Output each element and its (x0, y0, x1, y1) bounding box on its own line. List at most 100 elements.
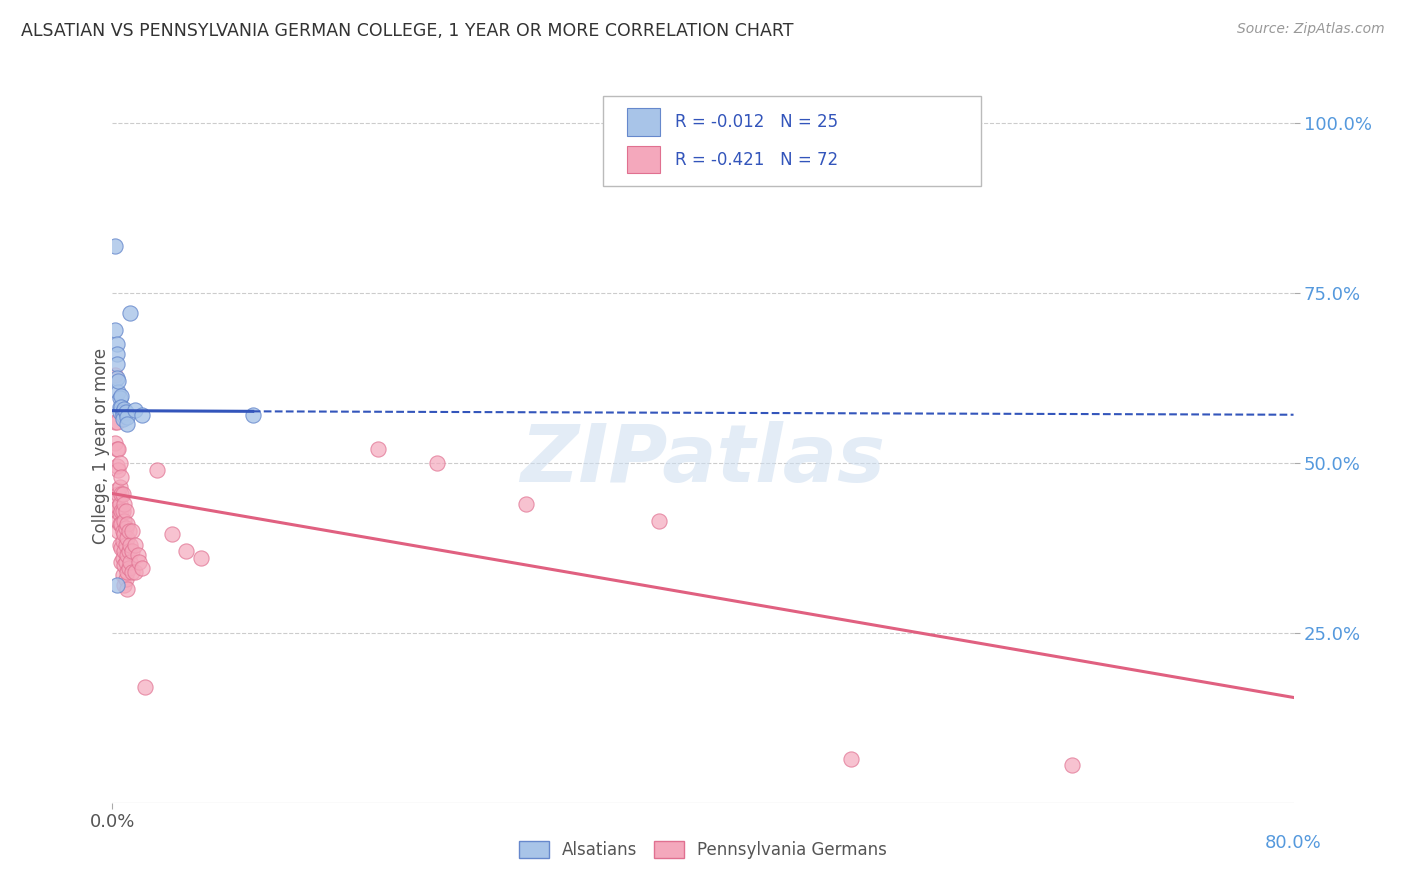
Point (114, 555, 136, 569)
Point (112, 497, 135, 511)
Point (108, 392, 131, 406)
Point (1062, 758, 1084, 772)
Point (127, 548, 149, 562)
Point (647, 514, 671, 528)
Point (105, 415, 128, 429)
Point (117, 417, 138, 431)
Text: R = -0.421   N = 72: R = -0.421 N = 72 (675, 151, 838, 169)
Point (111, 503, 134, 517)
Point (107, 442, 129, 457)
Point (124, 537, 146, 551)
Point (124, 403, 146, 417)
Point (110, 517, 132, 532)
Point (105, 493, 128, 508)
Point (118, 524, 141, 538)
Point (104, 435, 127, 450)
Point (107, 500, 129, 515)
Point (105, 337, 128, 351)
Text: R = -0.012   N = 25: R = -0.012 N = 25 (675, 113, 838, 131)
Point (117, 548, 138, 562)
Point (110, 541, 132, 555)
Point (108, 507, 131, 521)
Point (108, 401, 131, 415)
Point (134, 680, 156, 694)
Point (121, 544, 143, 558)
Point (108, 480, 131, 494)
Point (174, 544, 197, 558)
Point (118, 561, 141, 575)
Point (839, 751, 862, 765)
Point (110, 486, 132, 500)
Point (104, 415, 127, 429)
Point (146, 463, 169, 477)
Point (131, 409, 153, 423)
Point (112, 527, 135, 541)
Point (111, 486, 134, 500)
Point (107, 384, 129, 399)
Point (190, 551, 212, 566)
Point (107, 375, 129, 389)
Point (160, 527, 183, 541)
Point (112, 401, 135, 416)
Point (105, 358, 128, 372)
Point (117, 517, 138, 532)
Point (426, 456, 449, 470)
Point (114, 520, 136, 534)
Point (105, 503, 128, 517)
Point (121, 565, 143, 579)
Text: Source: ZipAtlas.com: Source: ZipAtlas.com (1237, 22, 1385, 37)
Text: 80.0%: 80.0% (1265, 834, 1322, 852)
Point (242, 409, 264, 423)
Point (131, 561, 153, 575)
Point (108, 497, 131, 511)
Point (105, 347, 128, 361)
Point (105, 483, 128, 498)
Point (105, 578, 128, 592)
Point (111, 412, 134, 426)
Point (111, 551, 134, 566)
Point (128, 555, 150, 569)
Point (104, 323, 127, 337)
Point (107, 524, 129, 538)
Point (104, 368, 127, 382)
Point (114, 572, 136, 586)
Point (110, 503, 132, 517)
Point (117, 565, 138, 579)
Text: ZIPatlas: ZIPatlas (520, 421, 886, 500)
Point (117, 582, 138, 596)
Point (108, 456, 131, 470)
Point (114, 405, 136, 419)
Text: ALSATIAN VS PENNSYLVANIA GERMAN COLLEGE, 1 YEAR OR MORE CORRELATION CHART: ALSATIAN VS PENNSYLVANIA GERMAN COLLEGE,… (21, 22, 793, 40)
Point (120, 555, 142, 569)
Point (117, 409, 138, 424)
Bar (627, 146, 661, 173)
Point (111, 524, 134, 538)
Bar (627, 109, 661, 136)
Point (112, 514, 135, 528)
Point (120, 306, 142, 320)
Point (111, 405, 134, 419)
Point (110, 555, 132, 569)
Legend: Alsatians, Pennsylvania Germans: Alsatians, Pennsylvania Germans (512, 834, 894, 866)
Point (112, 544, 135, 558)
Point (112, 558, 135, 572)
Point (114, 503, 136, 517)
Point (104, 238, 127, 252)
Point (124, 565, 146, 579)
Point (105, 371, 128, 385)
Point (108, 405, 131, 419)
Point (108, 537, 131, 551)
Point (112, 578, 135, 592)
Point (105, 459, 128, 474)
FancyBboxPatch shape (603, 96, 980, 186)
Point (108, 517, 131, 532)
Point (121, 524, 143, 538)
Point (107, 486, 129, 500)
Point (367, 442, 389, 457)
Point (110, 389, 132, 403)
Y-axis label: College, 1 year or more: College, 1 year or more (93, 348, 110, 544)
Point (111, 568, 134, 582)
Point (120, 537, 142, 551)
Point (110, 401, 132, 415)
Point (111, 534, 134, 549)
